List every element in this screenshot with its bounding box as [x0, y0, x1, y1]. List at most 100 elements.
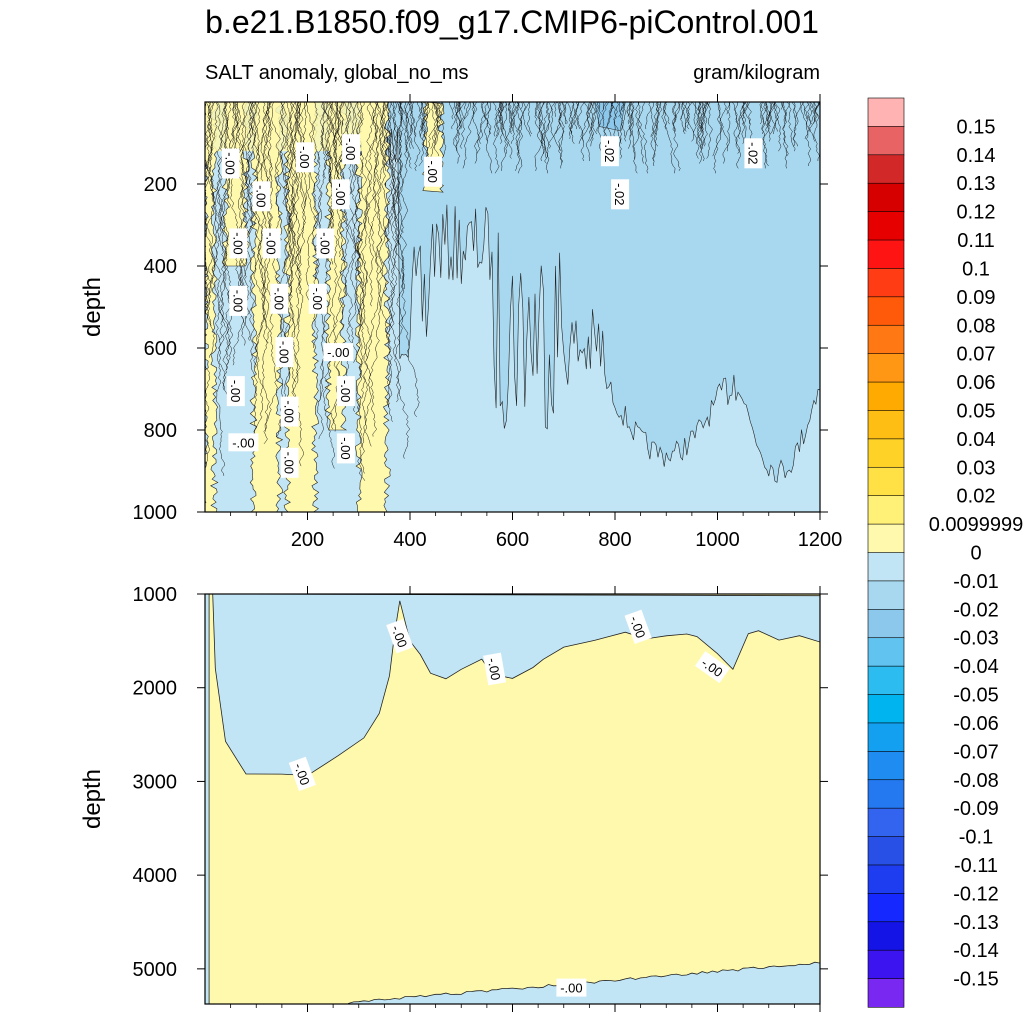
contour-line — [278, 102, 288, 149]
contour-line — [221, 102, 239, 299]
colorbar-segment — [867, 182, 905, 213]
contour-line — [359, 102, 390, 474]
contour-line — [331, 102, 342, 258]
contour-line — [500, 102, 504, 112]
contour-line — [731, 102, 738, 122]
contour-line — [368, 102, 383, 307]
contour-label: -.00 — [308, 283, 327, 314]
contour-line — [232, 102, 237, 152]
contour-line — [558, 102, 565, 164]
contour-line — [538, 102, 545, 127]
colorbar-segment — [867, 211, 905, 241]
contour-line — [621, 102, 626, 112]
contour-label: -.00 — [424, 156, 443, 187]
contour-line — [672, 102, 681, 172]
contour-line — [590, 102, 598, 147]
contour-line — [747, 102, 752, 125]
colorbar-segment — [867, 239, 905, 270]
contour-line — [691, 102, 700, 144]
contour-line — [674, 102, 680, 122]
y-axis-label: depth — [79, 277, 106, 337]
contour-label: -.00 — [221, 148, 240, 179]
contour-line — [484, 102, 493, 174]
contour-label-text: -.00 — [271, 288, 286, 310]
colorbar-segment — [867, 353, 905, 383]
y-tick-label: 800 — [144, 420, 177, 442]
contour-line — [613, 102, 622, 159]
contour-line — [459, 102, 471, 149]
colorbar-label: -0.07 — [953, 741, 999, 763]
contour-label: -.00 — [275, 337, 294, 368]
contour-line — [684, 102, 694, 132]
contour-line — [454, 102, 461, 164]
contour-label: -.00 — [342, 134, 361, 165]
contour-line — [780, 102, 783, 110]
contour-line — [610, 102, 614, 112]
contour-line — [338, 102, 344, 127]
colorbar-label: 0.15 — [957, 116, 996, 138]
contour-line — [560, 102, 568, 125]
contour-line — [287, 102, 302, 427]
colorbar-label: 0.12 — [957, 202, 996, 224]
colorbar-segment — [867, 97, 905, 128]
contour-line — [761, 102, 766, 135]
contour-line — [650, 102, 660, 137]
contour-line — [357, 102, 374, 447]
colorbar-segment — [867, 864, 905, 894]
contour-line — [585, 102, 593, 142]
contour-line — [205, 102, 212, 327]
contour-label-text: -.00 — [317, 232, 332, 254]
contour-line — [808, 102, 814, 125]
contour-label-text: -.00 — [276, 341, 291, 363]
contour-label-text: -.02 — [602, 140, 617, 162]
contour-line — [652, 102, 659, 167]
colorbar-label: -0.1 — [959, 827, 993, 849]
contour-line — [432, 102, 438, 112]
contour-line — [589, 102, 598, 135]
contour-line — [434, 102, 443, 157]
colorbar-segment — [867, 722, 905, 752]
variable-subtitle: SALT anomaly, global_no_ms — [205, 62, 469, 84]
contour-line — [542, 102, 549, 144]
contour-line — [637, 102, 649, 174]
contour-line — [657, 102, 662, 112]
colorbar-segment — [867, 381, 905, 412]
contour-line — [538, 102, 547, 164]
contour-line — [534, 102, 550, 174]
contour-line — [813, 102, 820, 162]
contour-label-text: -.00 — [291, 761, 313, 787]
colorbar-label: -0.12 — [953, 883, 999, 905]
contour-label: -.00 — [288, 756, 316, 792]
contour-line — [580, 102, 590, 142]
contour-line — [511, 102, 517, 132]
contour-line — [357, 102, 394, 413]
colorbar-label: -0.06 — [953, 713, 999, 735]
contour-line — [243, 102, 255, 164]
contour-line — [435, 102, 439, 122]
contour-line — [786, 102, 796, 152]
contour-line — [517, 102, 524, 154]
contour-line — [391, 102, 411, 459]
colorbar-label: 0.0099999 — [929, 514, 1024, 536]
contour-line — [765, 102, 772, 142]
contour-line — [386, 102, 402, 280]
contour-label-text: -.00 — [230, 232, 245, 254]
colorbar-segment — [867, 978, 905, 1008]
contour-line — [655, 102, 663, 147]
contour-line — [421, 102, 429, 162]
contour-line — [534, 102, 543, 171]
contour-label: -.00 — [336, 433, 355, 464]
contour-line — [432, 102, 440, 144]
colorbar-label: -0.14 — [953, 940, 999, 962]
contour-label: -.00 — [386, 619, 414, 654]
contour-line — [410, 102, 421, 172]
contour-label-text: -.00 — [333, 183, 348, 205]
contour-label: -.00 — [280, 396, 299, 427]
contour-line — [323, 102, 342, 430]
contour-line — [338, 102, 353, 147]
contour-line — [697, 102, 703, 132]
contour-label-text: -.00 — [425, 160, 440, 182]
contour-line — [737, 102, 745, 140]
colorbar-label: -0.03 — [953, 628, 999, 650]
colorbar: 0.15 0.14 0.13 0.12 0.11 0.1 0.09 0.08 0.07 0.06 0… — [867, 97, 1024, 1008]
